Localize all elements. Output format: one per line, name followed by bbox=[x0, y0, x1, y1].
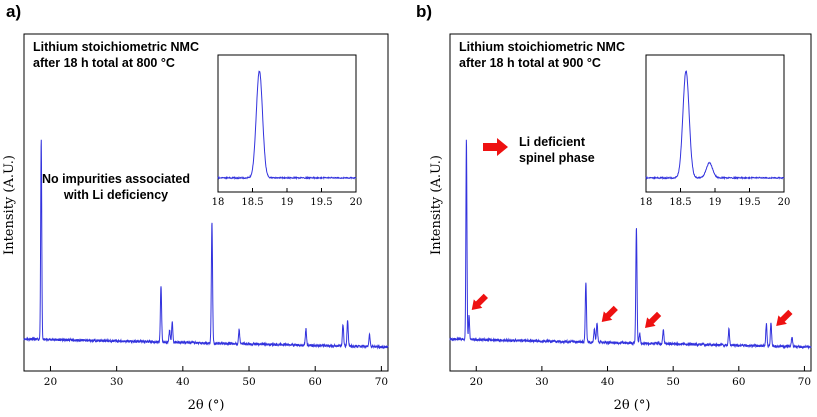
panel-a-note-line-1: No impurities associated bbox=[42, 172, 190, 186]
panel-a-annotation-line-2: after 18 h total at 800 °C bbox=[33, 56, 175, 70]
panel-a-xrd-trace bbox=[23, 139, 389, 350]
panel-a-inset-trace bbox=[217, 70, 357, 181]
panel-b-y-axis-label: Intensity (A.U.) bbox=[429, 155, 444, 255]
panel-a-x-tick-label: 20 bbox=[44, 376, 57, 388]
panel-b-legend-line-2: spinel phase bbox=[519, 151, 595, 165]
spinel-arrow-icon bbox=[645, 311, 662, 328]
legend-arrow-shape bbox=[483, 138, 508, 156]
panel-a-plot-frame bbox=[23, 33, 389, 372]
panel-a-inset-tick-label: 19.5 bbox=[310, 197, 332, 208]
panel-a-y-axis-label: Intensity (A.U.) bbox=[2, 155, 17, 255]
panel-b-x-tick-label: 60 bbox=[732, 376, 745, 388]
panel-b-label: b) bbox=[416, 2, 432, 21]
panel-a-inset-tick-label: 18 bbox=[212, 197, 225, 208]
panel-a-x-axis-label: 2θ (°) bbox=[188, 398, 225, 413]
panel-b-x-tick-label: 70 bbox=[798, 376, 811, 388]
panel-a-x-ticks: 20 30 40 50 60 70 bbox=[44, 366, 388, 388]
panel-b-inset-tick-label: 19.5 bbox=[738, 197, 760, 208]
panel-a-inset: 18 18.5 19 19.5 20 bbox=[212, 54, 363, 208]
panel-b-inset-tick-label: 19 bbox=[709, 197, 722, 208]
panel-a-inset-tick-label: 18.5 bbox=[241, 197, 263, 208]
panel-b-inset-tick-label: 20 bbox=[778, 197, 791, 208]
panel-a-inset-frame bbox=[217, 54, 357, 193]
legend-arrow-icon bbox=[483, 138, 508, 156]
panel-a: a) Lithium stoichiometric NMC after 18 h… bbox=[2, 2, 389, 413]
panel-a-inset-tick-label: 19 bbox=[281, 197, 294, 208]
panel-a-note-line-2: with Li deficiency bbox=[63, 188, 168, 202]
panel-b-plot-frame bbox=[449, 33, 812, 372]
panel-b-x-tick-label: 50 bbox=[666, 376, 679, 388]
panel-b-x-tick-label: 30 bbox=[535, 376, 548, 388]
panel-a-inset-tick-label: 20 bbox=[350, 197, 363, 208]
panel-b-legend-line-1: Li deficient bbox=[519, 135, 586, 149]
panel-b-inset-tick-label: 18.5 bbox=[669, 197, 691, 208]
panel-a-x-tick-label: 40 bbox=[176, 376, 189, 388]
panel-b-x-tick-label: 20 bbox=[470, 376, 483, 388]
panel-b-xrd-trace bbox=[449, 139, 812, 350]
panel-a-annotation-line-1: Lithium stoichiometric NMC bbox=[33, 40, 199, 54]
panel-a-inset-ticks: 18 18.5 19 19.5 20 bbox=[212, 188, 363, 208]
panel-a-label: a) bbox=[6, 2, 21, 21]
panel-b-inset-trace bbox=[645, 70, 785, 181]
spinel-arrow-icon bbox=[471, 293, 488, 310]
spinel-arrow-icon bbox=[601, 305, 618, 322]
panel-b-inset: 18 18.5 19 19.5 20 bbox=[640, 54, 791, 208]
panel-b-x-tick-label: 40 bbox=[601, 376, 614, 388]
panel-a-x-tick-label: 60 bbox=[309, 376, 322, 388]
panel-b-inset-frame bbox=[645, 54, 785, 193]
panel-b-inset-tick-label: 18 bbox=[640, 197, 653, 208]
panel-b-annotation-line-1: Lithium stoichiometric NMC bbox=[459, 40, 625, 54]
panel-a-x-tick-label: 50 bbox=[242, 376, 255, 388]
panel-a-x-tick-label: 30 bbox=[110, 376, 123, 388]
panel-b-annotation-line-2: after 18 h total at 900 °C bbox=[459, 56, 601, 70]
panel-b-x-axis-label: 2θ (°) bbox=[614, 398, 651, 413]
panel-a-x-tick-label: 70 bbox=[375, 376, 388, 388]
panel-b: b) Lithium stoichiometric NMC after 18 h… bbox=[416, 2, 812, 413]
panel-b-inset-ticks: 18 18.5 19 19.5 20 bbox=[640, 188, 791, 208]
spinel-arrow-icon bbox=[776, 309, 793, 326]
panel-b-x-ticks: 20 30 40 50 60 70 bbox=[470, 366, 811, 388]
